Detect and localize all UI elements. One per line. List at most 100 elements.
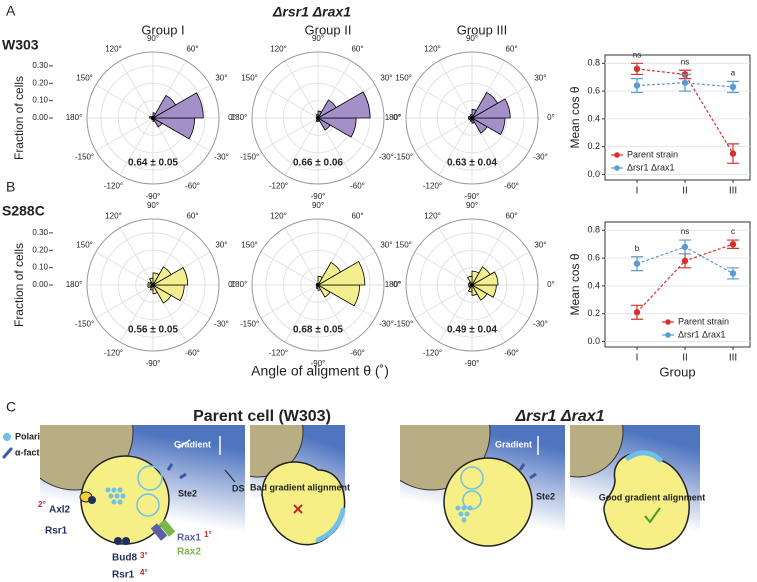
r-tick-label: 0.00 — [32, 113, 48, 122]
y-axis-label: Mean cos θ — [568, 86, 582, 148]
diagram-label: 2° — [38, 500, 46, 509]
wedge — [316, 261, 366, 286]
spoke — [438, 227, 473, 286]
theta-tick-label: 150° — [241, 74, 258, 83]
spoke — [95, 251, 154, 286]
diagram-label: Axl2 — [49, 505, 71, 516]
theta-tick-label: -120° — [269, 182, 288, 191]
theta-tick-label: -120° — [104, 349, 123, 358]
partner-cell — [250, 425, 304, 478]
r-tick-label: 0.20 — [32, 78, 48, 87]
y-tick-label: 0.0 — [587, 169, 600, 179]
diagram-label: 1° — [204, 530, 212, 539]
wedge — [471, 270, 480, 287]
y-axis-label: Fraction of cells — [12, 76, 26, 160]
spoke — [119, 227, 154, 286]
theta-tick-label: 60° — [186, 45, 198, 54]
diagram-title: Parent cell (W303) — [193, 408, 331, 425]
theta-tick-label: 30° — [534, 74, 546, 83]
diagram-label: Rsr1 — [45, 526, 68, 537]
legend-label: Δrsr1 Δrax1 — [678, 329, 726, 339]
significance-label: ns — [681, 227, 689, 236]
theta-tick-label: 30° — [534, 241, 546, 250]
point — [633, 309, 641, 316]
x-tick-label: II — [682, 186, 688, 197]
theta-tick-label: -60° — [504, 349, 519, 358]
theta-tick-label: 120° — [270, 45, 287, 54]
legend-label: Parent strain — [678, 316, 729, 326]
significance-label: b — [635, 244, 640, 253]
theta-tick-label: 0° — [228, 113, 236, 122]
diagram-label: Rax1 — [177, 533, 201, 544]
polar-frame — [405, 218, 539, 352]
x-tick-label: III — [729, 186, 737, 197]
spoke — [414, 251, 473, 286]
spoke — [438, 284, 473, 343]
wedge — [471, 108, 477, 120]
wedge — [151, 267, 189, 286]
theta-tick-label: 60° — [505, 45, 517, 54]
r-tick-label: 0.10 — [32, 263, 48, 272]
theta-tick-label: 150° — [76, 74, 93, 83]
wedge — [151, 92, 204, 119]
theta-tick-label: 90° — [147, 201, 159, 210]
spoke — [119, 60, 154, 119]
y-tick-label: 0.0 — [587, 336, 600, 346]
protein — [150, 523, 168, 541]
point — [633, 82, 641, 89]
diagram-label: Bad gradient alignment — [250, 482, 350, 492]
row-label: W303 — [2, 37, 39, 53]
theta-tick-label: 0° — [393, 113, 401, 122]
point — [681, 79, 689, 86]
theta-tick-label: 60° — [351, 212, 363, 221]
spoke — [284, 227, 319, 286]
theta-tick-label: -60° — [350, 349, 365, 358]
x-axis-label: Group — [659, 364, 695, 379]
legend-marker — [665, 319, 671, 325]
theta-tick-label: 180° — [231, 280, 248, 289]
diagram: Polarity proteins α-factor Parent cell (… — [2, 408, 705, 581]
organelle — [136, 493, 160, 517]
theta-tick-label: -120° — [423, 349, 442, 358]
theta-tick-label: 150° — [241, 241, 258, 250]
theta-tick-label: 120° — [270, 212, 287, 221]
legend-icon — [3, 433, 11, 441]
theta-tick-label: 0° — [547, 280, 555, 289]
protein — [122, 537, 130, 545]
wedge — [152, 112, 157, 120]
theta-tick-label: -90° — [465, 359, 480, 368]
polar-frame — [86, 218, 220, 352]
spoke — [284, 60, 319, 119]
y-tick-label: 0.6 — [587, 85, 600, 95]
theta-tick-label: -30° — [533, 153, 548, 162]
theta-tick-label: 120° — [105, 212, 122, 221]
figure-title: Δrsr1 Δrax1 — [272, 4, 351, 20]
theta-tick-label: 120° — [424, 45, 441, 54]
theta-tick-label: -150° — [240, 320, 259, 329]
panel-label: B — [6, 179, 15, 195]
diagram-label: Ste2 — [536, 491, 555, 501]
significance-label: ns — [633, 50, 641, 59]
polar-frame — [251, 51, 385, 185]
theta-tick-label: -150° — [394, 320, 413, 329]
series-line — [636, 68, 734, 154]
theta-tick-label: 120° — [105, 45, 122, 54]
diagram-label: Gradient — [495, 439, 532, 449]
theta-tick-label: -30° — [379, 320, 394, 329]
polar-frame — [86, 51, 220, 185]
arrow — [224, 469, 236, 483]
theta-tick-label: 150° — [76, 241, 93, 250]
theta-tick-label: 0° — [547, 113, 555, 122]
annotation: 0.68 ± 0.05 — [293, 325, 343, 336]
theta-tick-label: 90° — [312, 201, 324, 210]
spoke — [414, 117, 473, 152]
cell — [261, 461, 346, 546]
theta-tick-label: 0° — [228, 280, 236, 289]
wedge — [470, 271, 499, 286]
spoke — [260, 284, 319, 319]
y-tick-label: 0.4 — [587, 280, 600, 290]
spoke — [119, 117, 154, 176]
theta-tick-label: 60° — [186, 212, 198, 221]
significance-label: ns — [681, 57, 689, 66]
